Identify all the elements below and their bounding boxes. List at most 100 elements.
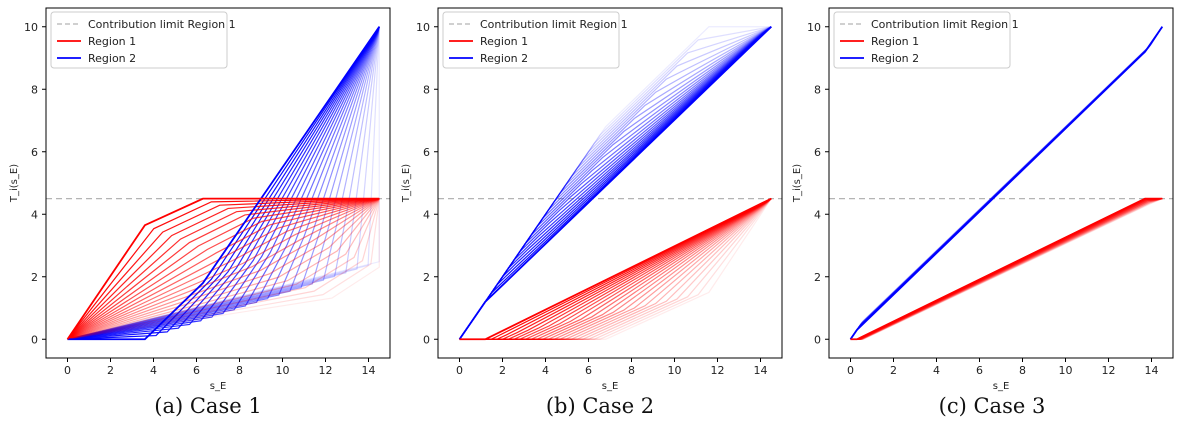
region-1-curve-22 xyxy=(67,198,380,340)
y-tick-label: 6 xyxy=(814,146,821,159)
region-1-curve-10 xyxy=(67,198,380,340)
region-1-curve-9 xyxy=(67,198,380,340)
region-1-curve-13 xyxy=(67,198,380,340)
legend-label-2: Region 1 xyxy=(88,35,136,48)
region-1-curve-5 xyxy=(67,198,380,340)
x-axis-label: s_E xyxy=(210,381,227,392)
region-2-curve-14 xyxy=(67,26,380,340)
chart-panel-2: 0 2 4 6 8 10 12 14 0 2 4 6 8 10 s_E T_i(s_E) Contributio… xyxy=(401,7,783,392)
region-2-curve-13 xyxy=(67,26,380,340)
region-2-curve-21 xyxy=(67,26,380,340)
x-tick-label: 10 xyxy=(1059,364,1073,377)
y-tick-label: 6 xyxy=(423,146,430,159)
y-tick-label: 8 xyxy=(423,83,430,96)
region-2-curve-11 xyxy=(459,26,772,340)
region-2-curve-7 xyxy=(459,26,772,340)
region-1-line xyxy=(459,197,772,341)
region-2-curve-12 xyxy=(459,26,772,340)
region-1-curve-21 xyxy=(67,198,380,340)
x-tick-label: 14 xyxy=(1145,364,1159,377)
y-tick-label: 0 xyxy=(31,333,38,346)
region-2-curve-18 xyxy=(67,26,380,340)
x-tick-label: 8 xyxy=(628,364,635,377)
region-2-curve-10 xyxy=(67,26,380,340)
caption-case-1: (a) Case 1 xyxy=(154,394,262,418)
region-2-curve-4 xyxy=(67,26,380,340)
region-2-curve-6 xyxy=(459,26,772,340)
region-1-curve-12 xyxy=(67,198,380,340)
region-2-line xyxy=(458,26,772,340)
y-tick-label: 0 xyxy=(423,333,430,346)
region-1-curve-14 xyxy=(67,198,380,340)
region-2-curve-10 xyxy=(459,26,772,340)
region-2-curve-19 xyxy=(67,26,380,340)
region-2-curve-5 xyxy=(459,26,772,340)
region-2-line xyxy=(67,26,380,341)
legend-box xyxy=(442,11,620,69)
x-tick-label: 0 xyxy=(64,364,71,377)
x-axis-label: s_E xyxy=(602,381,619,392)
region-1-curve-22 xyxy=(459,198,772,340)
region-2-curve-8 xyxy=(459,26,772,340)
chart-panel-3: 0 2 4 6 8 10 12 14 0 2 4 6 8 10 s_E T_i(s_E) Contributio… xyxy=(792,7,1174,392)
y-tick-label: 2 xyxy=(814,271,821,284)
y-tick-label: 6 xyxy=(31,146,38,159)
y-tick-label: 2 xyxy=(31,271,38,284)
region-1-curve-17 xyxy=(67,198,380,340)
region-2-curve-17 xyxy=(459,26,772,340)
region-2-curve-3 xyxy=(459,26,772,340)
y-axis-label: T_i(s_E) xyxy=(9,164,20,203)
region-1-curve-18 xyxy=(67,198,380,340)
x-tick-label: 2 xyxy=(499,364,506,377)
region-1-curve-15 xyxy=(67,198,380,340)
x-tick-label: 8 xyxy=(236,364,243,377)
region-2-curve-18 xyxy=(459,26,772,340)
region-2-curve-16 xyxy=(459,26,772,340)
x-tick-label: 10 xyxy=(668,364,682,377)
region-2-curve-15 xyxy=(459,26,772,340)
region-1-curve-11 xyxy=(67,198,380,340)
region-2-curve-3 xyxy=(67,26,380,340)
y-tick-label: 4 xyxy=(423,208,430,221)
region-2-line xyxy=(849,26,1163,340)
x-tick-label: 6 xyxy=(193,364,200,377)
region-2-curve-21 xyxy=(459,26,772,340)
x-tick-label: 12 xyxy=(711,364,725,377)
region-2-curve-4 xyxy=(459,26,772,340)
chart-panel-1: 0 2 4 6 8 10 12 14 0 2 4 6 8 10 s_E T_i(s_E) Contributio… xyxy=(9,7,391,392)
region-1-curve-2 xyxy=(67,198,380,340)
region-2-curve-20 xyxy=(67,26,380,340)
region-2-curve-2 xyxy=(67,26,380,340)
x-tick-label: 4 xyxy=(933,364,940,377)
region-2-curve-1 xyxy=(459,26,772,340)
x-tick-label: 14 xyxy=(362,364,376,377)
y-axis-label: T_i(s_E) xyxy=(792,164,803,203)
y-tick-label: 8 xyxy=(814,83,821,96)
y-tick-label: 4 xyxy=(31,208,38,221)
y-tick-label: 10 xyxy=(416,21,430,34)
region-2-curve-22 xyxy=(459,26,772,340)
x-tick-label: 12 xyxy=(1102,364,1116,377)
region-2-curve-2 xyxy=(459,26,772,340)
plot-frame xyxy=(828,7,1174,359)
plot-area xyxy=(46,26,390,341)
region-1-curve-19 xyxy=(67,198,380,340)
legend-label-2: Region 1 xyxy=(871,35,919,48)
region-2-curve-16 xyxy=(67,26,380,340)
x-tick-label: 10 xyxy=(276,364,290,377)
region-2-curve-10 xyxy=(850,26,1163,340)
region-2-curve-9 xyxy=(67,26,380,340)
region-2-curve-6 xyxy=(67,26,380,340)
region-2-curve-13 xyxy=(459,26,772,340)
x-axis-label: s_E xyxy=(993,381,1010,392)
region-1-curve-20 xyxy=(67,198,380,340)
caption-case-3: (c) Case 3 xyxy=(938,394,1046,418)
legend: Contribution limit Region 1 Region 1 Regio… xyxy=(833,11,1019,69)
x-tick-label: 0 xyxy=(456,364,463,377)
y-tick-label: 10 xyxy=(807,21,821,34)
region-1-curve-6 xyxy=(67,198,380,340)
legend-label-1: Contribution limit Region 1 xyxy=(480,18,628,31)
region-2-curve-12 xyxy=(67,26,380,340)
x-tick-label: 8 xyxy=(1019,364,1026,377)
